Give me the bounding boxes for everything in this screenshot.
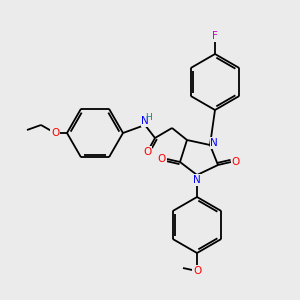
Text: F: F — [212, 31, 218, 41]
Text: N: N — [210, 138, 218, 148]
Text: H: H — [146, 112, 152, 122]
Text: N: N — [141, 116, 149, 126]
Text: O: O — [143, 147, 151, 157]
Text: O: O — [51, 128, 59, 138]
Text: O: O — [232, 157, 240, 167]
Text: N: N — [193, 175, 201, 185]
Text: O: O — [158, 154, 166, 164]
Text: O: O — [193, 266, 201, 276]
